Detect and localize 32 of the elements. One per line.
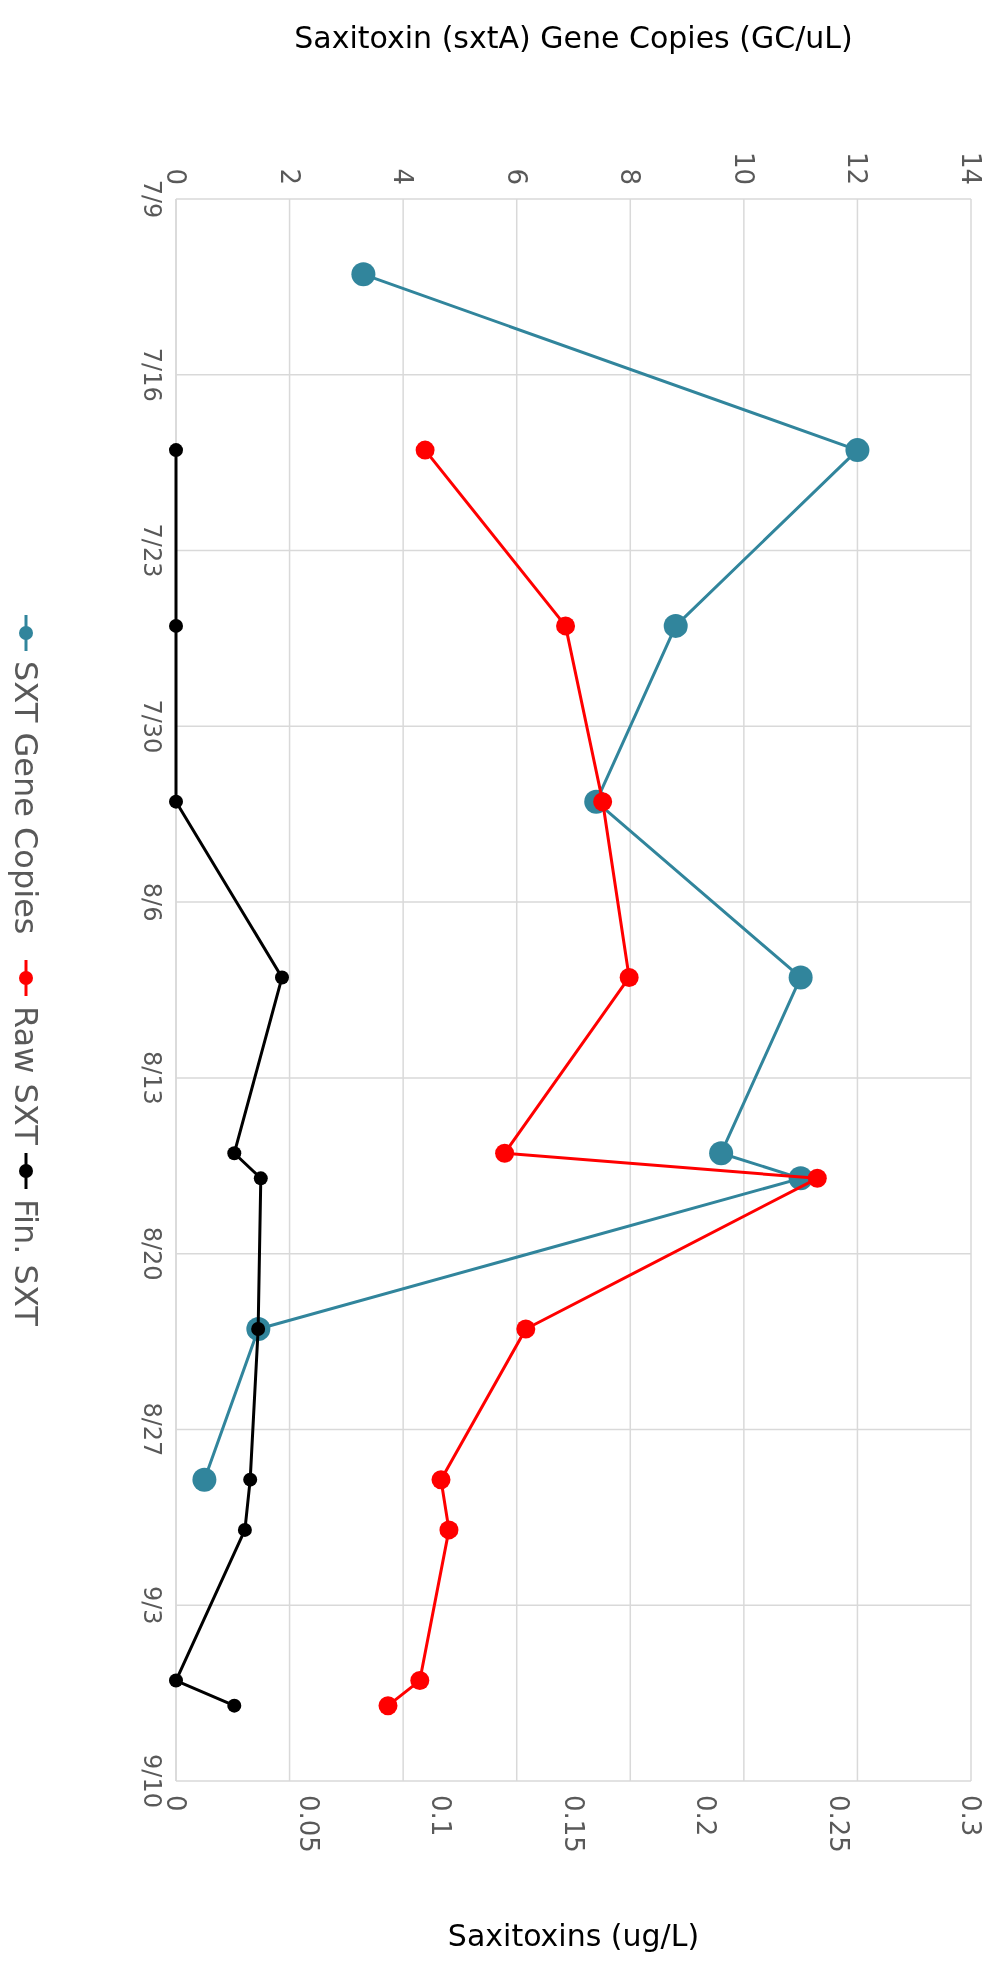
x2-tick-label: 14 bbox=[956, 151, 986, 185]
y-tick-label: 7/23 bbox=[138, 523, 166, 578]
x-axis-title: Saxitoxins (ug/L) bbox=[447, 1918, 700, 1953]
x-tick-label: 0.1 bbox=[426, 1795, 456, 1837]
x2-tick-label: 8 bbox=[615, 168, 646, 185]
x-tick-label: 0.05 bbox=[293, 1795, 324, 1853]
x-tick-label: 0.3 bbox=[956, 1795, 986, 1837]
legend-label: Raw SXT bbox=[6, 1006, 45, 1146]
x2-tick-label: 10 bbox=[728, 151, 759, 185]
y-tick-label: 8/6 bbox=[138, 882, 166, 922]
point bbox=[663, 613, 688, 638]
x2-axis-title: Saxitoxin (sxtA) Gene Copies (GC/uL) bbox=[294, 20, 853, 55]
x2-tick-label: 12 bbox=[842, 151, 873, 185]
x-tick-label: 0.15 bbox=[558, 1795, 589, 1853]
point bbox=[845, 438, 870, 463]
y-tick-label: 8/27 bbox=[138, 1402, 166, 1457]
x-tick-label: 0.2 bbox=[691, 1795, 721, 1837]
point bbox=[192, 1467, 217, 1492]
x2-tick-label: 4 bbox=[388, 168, 419, 185]
y-tick-label: 7/16 bbox=[138, 347, 166, 402]
point bbox=[351, 262, 376, 287]
legend-label: SXT Gene Copies bbox=[6, 661, 45, 935]
y-tick-label: 9/3 bbox=[138, 1585, 166, 1625]
y-tick-label: 8/20 bbox=[138, 1226, 166, 1281]
x2-tick-label: 6 bbox=[501, 168, 532, 185]
y-tick-label: 8/13 bbox=[138, 1050, 166, 1105]
point bbox=[788, 965, 813, 990]
point bbox=[709, 1141, 734, 1166]
legend-label: Fin. SXT bbox=[6, 1199, 45, 1327]
y-tick-label: 7/30 bbox=[138, 699, 166, 754]
x-tick-label: 0.25 bbox=[823, 1795, 854, 1853]
x2-tick-label: 2 bbox=[274, 168, 305, 185]
